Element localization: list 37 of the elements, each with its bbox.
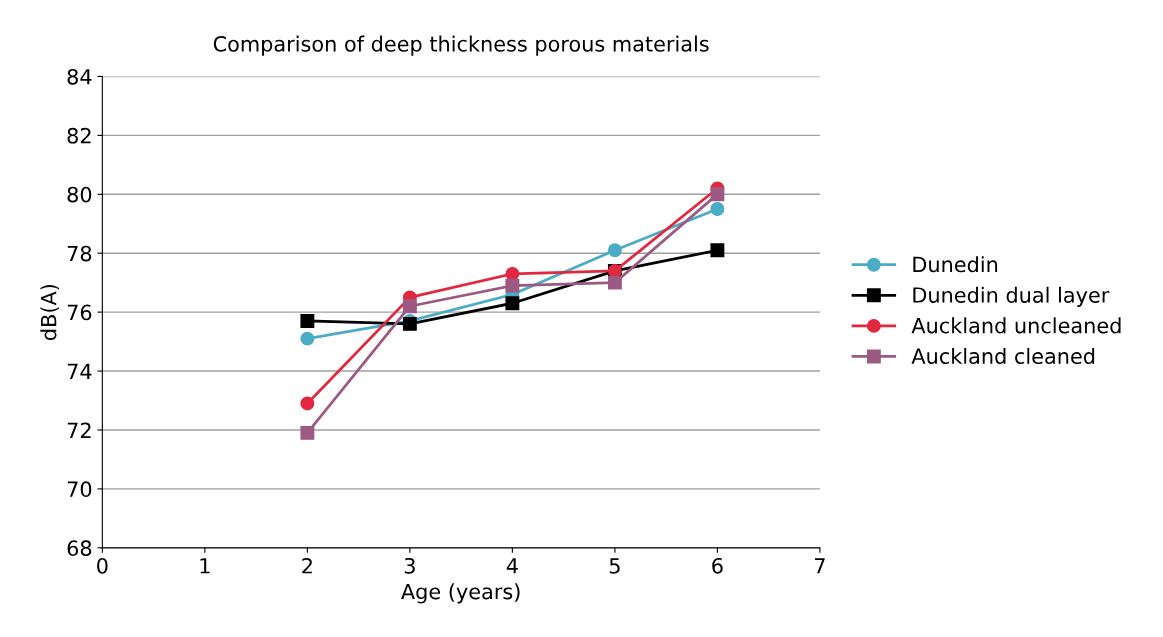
- point: [710, 202, 725, 216]
- point: [300, 396, 315, 411]
- x-tick-label: 6: [712, 557, 723, 574]
- point: [710, 187, 725, 202]
- y-tick-label: 78: [67, 245, 92, 262]
- x-tick-label: 5: [609, 558, 620, 574]
- legend-label: Auckland uncleaned: [911, 317, 1121, 334]
- y-tick-label: 82: [67, 127, 91, 144]
- y-tick-label: 76: [67, 304, 92, 321]
- y-tick-label: 84: [67, 68, 92, 85]
- y-tick-label: 68: [67, 540, 92, 557]
- x-tick-label: 0: [97, 557, 108, 574]
- point: [607, 243, 622, 258]
- legend-label: Auckland cleaned: [911, 347, 1095, 365]
- point: [402, 299, 417, 314]
- x-tick-label: 7: [815, 558, 825, 574]
- y-tick-label: 72: [67, 422, 91, 438]
- point: [505, 296, 520, 311]
- y-axis-title: dB(A): [40, 284, 59, 340]
- x-tick-label: 3: [404, 557, 415, 574]
- y-tick-label: 74: [67, 363, 92, 379]
- point: [300, 425, 315, 440]
- point: [607, 275, 622, 290]
- point: [505, 278, 520, 293]
- y-tick-label: 70: [67, 481, 92, 498]
- point: [505, 266, 520, 281]
- x-tick-label: 4: [506, 558, 518, 574]
- point: [300, 331, 315, 346]
- x-tick-label: 2: [302, 557, 312, 574]
- x-tick-label: 1: [200, 558, 210, 574]
- point: [300, 314, 315, 328]
- y-tick-label: 80: [67, 186, 92, 203]
- x-axis-title: Age (years): [401, 583, 520, 604]
- chart-title: Comparison of deep thickness porous materials: [213, 35, 709, 56]
- point: [710, 243, 725, 258]
- legend-label: Dunedin: [913, 256, 998, 273]
- legend-label: Dunedin dual layer: [913, 286, 1110, 307]
